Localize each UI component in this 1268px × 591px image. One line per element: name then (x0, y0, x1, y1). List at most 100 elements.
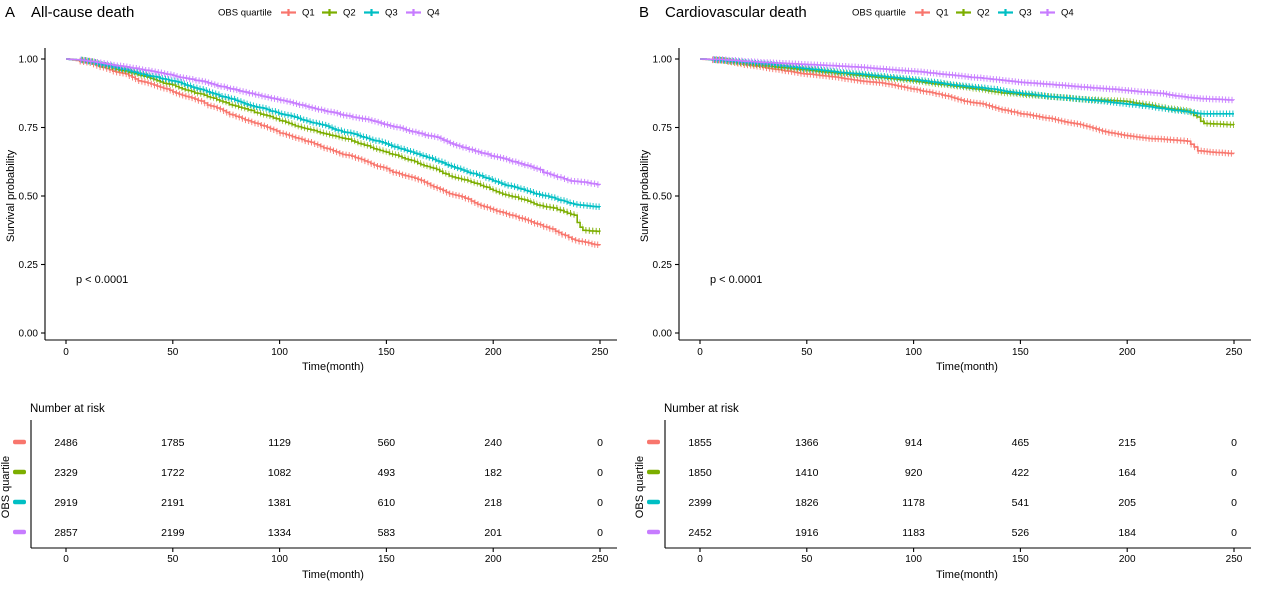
survival-curve-q1 (700, 58, 1235, 155)
risk-x-tick-label: 250 (592, 554, 609, 565)
risk-count: 920 (905, 467, 923, 479)
risk-count: 2919 (54, 497, 78, 509)
y-tick-label: 1.00 (19, 55, 39, 66)
risk-count: 422 (1012, 467, 1030, 479)
legend-item-label: Q3 (385, 8, 398, 19)
panel-a-letter: A (5, 4, 15, 21)
risk-count: 1366 (795, 437, 819, 449)
survival-curve-q2 (700, 58, 1235, 126)
risk-x-tick-label: 200 (485, 554, 502, 565)
risk-count: 2857 (54, 527, 78, 539)
risk-x-tick-label: 200 (1119, 554, 1136, 565)
y-tick-label: 0.50 (19, 192, 39, 203)
risk-count: 164 (1118, 467, 1136, 479)
risk-count: 201 (484, 527, 502, 539)
panel-b-title: Cardiovascular death (665, 4, 807, 21)
legend-item-label: Q4 (1061, 8, 1074, 19)
x-tick-label: 150 (378, 347, 395, 358)
risk-count: 1722 (161, 467, 185, 479)
risk-count: 1785 (161, 437, 185, 449)
panel-b-letter: B (639, 4, 649, 21)
risk-row-key-q2 (13, 469, 26, 475)
risk-row-key-q2 (647, 469, 660, 475)
risk-count: 914 (905, 437, 923, 449)
risk-x-tick-label: 50 (167, 554, 179, 565)
risk-count: 583 (378, 527, 396, 539)
legend-item-label: Q3 (1019, 8, 1032, 19)
risk-count: 0 (1231, 497, 1237, 509)
panel-a-title: All-cause death (31, 4, 134, 21)
risk-count: 2199 (161, 527, 185, 539)
y-axis-title: Survival probability (5, 149, 17, 242)
risk-count: 1334 (268, 527, 292, 539)
risk-count: 560 (378, 437, 396, 449)
risk-count: 1850 (688, 467, 712, 479)
survival-curve-q3 (66, 58, 601, 208)
risk-count: 2399 (688, 497, 712, 509)
risk-row-key-q1 (13, 439, 26, 445)
risk-count: 1178 (902, 497, 925, 509)
survival-curve-q2 (66, 58, 601, 233)
x-axis-title: Time(month) (936, 361, 998, 373)
risk-row-key-q4 (647, 529, 660, 535)
risk-table-x-axis-title: Time(month) (302, 569, 364, 581)
risk-count: 182 (484, 467, 502, 479)
risk-x-tick-label: 250 (1226, 554, 1243, 565)
risk-count: 1129 (268, 437, 291, 449)
y-tick-label: 0.50 (653, 192, 673, 203)
risk-row-key-q4 (13, 529, 26, 535)
risk-count: 610 (378, 497, 396, 509)
panel-b-chart: B Cardiovascular death OBS quartile Surv… (634, 4, 1251, 581)
y-tick-label: 0.00 (19, 329, 39, 340)
survival-curve-q3 (700, 58, 1234, 115)
risk-count: 0 (1231, 527, 1237, 539)
risk-count: 1082 (268, 467, 292, 479)
risk-table-title: Number at risk (30, 403, 105, 415)
risk-count: 526 (1012, 527, 1030, 539)
risk-count: 0 (597, 497, 603, 509)
y-tick-label: 0.75 (19, 123, 39, 134)
y-tick-label: 0.00 (653, 329, 673, 340)
x-tick-label: 100 (905, 347, 922, 358)
risk-row-key-q3 (647, 499, 660, 505)
y-tick-label: 1.00 (653, 55, 673, 66)
risk-count: 2486 (54, 437, 78, 449)
risk-count: 1916 (795, 527, 819, 539)
risk-table-y-axis-title: OBS quartile (634, 456, 646, 518)
x-tick-label: 200 (485, 347, 502, 358)
risk-x-tick-label: 150 (378, 554, 395, 565)
risk-count: 240 (484, 437, 502, 449)
risk-count: 0 (1231, 467, 1237, 479)
risk-count: 205 (1118, 497, 1136, 509)
risk-x-tick-label: 150 (1012, 554, 1029, 565)
risk-x-tick-label: 100 (271, 554, 288, 565)
risk-count: 1410 (795, 467, 819, 479)
risk-table-y-axis-title: OBS quartile (0, 456, 12, 518)
risk-count: 0 (597, 437, 603, 449)
legend-title: OBS quartile (218, 8, 272, 19)
risk-count: 215 (1118, 437, 1136, 449)
panel-a-chart: A All-cause death OBS quartile Survival … (0, 4, 617, 581)
survival-curve-q4 (66, 58, 601, 186)
pvalue-label: p < 0.0001 (76, 274, 128, 286)
x-tick-label: 200 (1119, 347, 1136, 358)
survival-curve-q1 (66, 58, 601, 246)
x-axis-title: Time(month) (302, 361, 364, 373)
risk-table-title: Number at risk (664, 403, 739, 415)
x-tick-label: 0 (697, 347, 703, 358)
survival-curve-q4 (700, 58, 1235, 101)
risk-x-tick-label: 0 (63, 554, 69, 565)
risk-count: 2191 (161, 497, 185, 509)
pvalue-label: p < 0.0001 (710, 274, 762, 286)
y-axis-title: Survival probability (639, 149, 651, 242)
risk-count: 0 (1231, 437, 1237, 449)
legend-item-label: Q4 (427, 8, 440, 19)
risk-x-tick-label: 0 (697, 554, 703, 565)
risk-count: 218 (484, 497, 502, 509)
x-tick-label: 0 (63, 347, 69, 358)
legend-item-label: Q2 (343, 8, 356, 19)
risk-count: 1381 (268, 497, 292, 509)
y-tick-label: 0.25 (19, 260, 39, 271)
x-tick-label: 50 (801, 347, 813, 358)
